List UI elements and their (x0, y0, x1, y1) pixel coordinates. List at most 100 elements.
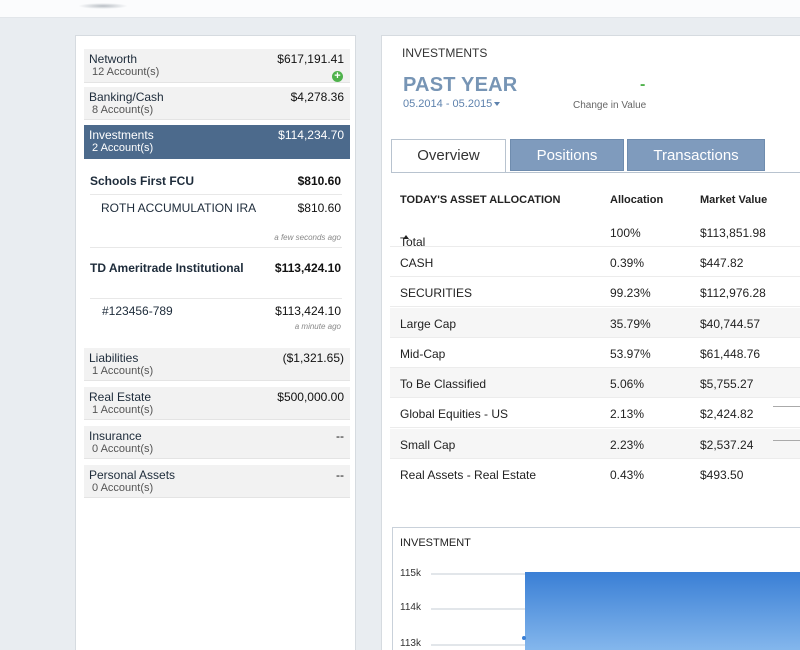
row-allocation: 100% (610, 226, 641, 240)
table-row[interactable]: To Be Classified 5.06% $5,755.27 (390, 368, 800, 398)
account-group-name: Banking/Cash (89, 90, 164, 104)
row-name: Mid-Cap (400, 347, 446, 361)
row-allocation: 35.79% (610, 317, 651, 331)
column-header-allocation: Allocation (610, 194, 664, 206)
account-group-count: 8 Account(s) (92, 104, 154, 116)
accounts-panel: Networth 12 Account(s) $617,191.41 + Ban… (75, 35, 356, 650)
account-group-investments[interactable]: Investments 2 Account(s) $114,234.70 (84, 125, 350, 159)
account-group-count: 0 Account(s) (92, 482, 154, 494)
row-allocation: 2.13% (610, 407, 645, 421)
row-value: $5,755.27 (700, 377, 754, 391)
row-name: SECURITIES (400, 286, 473, 300)
row-allocation: 0.39% (610, 256, 645, 270)
table-row[interactable]: Large Cap 35.79% $40,744.57 (390, 308, 800, 338)
chart-edge-tick (773, 406, 800, 407)
institution-amount: $810.60 (297, 174, 341, 188)
row-name: CASH (400, 256, 434, 270)
account-group-networth[interactable]: Networth 12 Account(s) $617,191.41 + (84, 49, 350, 83)
change-label: Change in Value (573, 100, 647, 111)
row-name: Large Cap (400, 317, 457, 331)
row-value: $447.82 (700, 256, 744, 270)
row-value: $2,424.82 (700, 407, 754, 421)
account-group-personal-assets[interactable]: Personal Assets 0 Account(s) -- (84, 465, 350, 498)
table-row[interactable]: Global Equities - US 2.13% $2,424.82 (390, 398, 800, 428)
y-tick-label: 113k (400, 638, 421, 649)
chart-title: INVESTMENT (400, 537, 471, 549)
table-row[interactable]: Real Assets - Real Estate 0.43% $493.50 (390, 459, 800, 489)
account-group-banking[interactable]: Banking/Cash 8 Account(s) $4,278.36 (84, 87, 350, 120)
table-row[interactable]: SECURITIES 99.23% $112,976.28 (390, 277, 800, 307)
sub-account-amount: $810.60 (297, 201, 341, 215)
chevron-down-icon (494, 102, 501, 107)
top-bar (0, 0, 800, 18)
row-allocation: 5.06% (610, 377, 645, 391)
y-tick-label: 114k (400, 602, 421, 613)
updated-timestamp: a minute ago (294, 322, 341, 331)
row-value: $112,976.28 (700, 286, 766, 300)
account-group-name: Networth (89, 52, 138, 66)
row-value: $493.50 (700, 468, 744, 482)
account-group-name: Investments (89, 128, 154, 142)
period-title: PAST YEAR (403, 74, 518, 96)
row-name: Global Equities - US (400, 407, 509, 421)
date-range-dropdown[interactable]: 05.2014 - 05.2015 (403, 98, 501, 110)
account-group-count: 1 Account(s) (92, 365, 154, 377)
sort-up-icon (403, 235, 409, 239)
institution-name[interactable]: TD Ameritrade Institutional (90, 261, 244, 275)
y-tick-label: 115k (400, 568, 421, 579)
table-row[interactable]: Total 100% $113,851.98 (390, 217, 800, 249)
account-group-count: 0 Account(s) (92, 443, 154, 455)
investment-chart: INVESTMENT 115k 114k 113k (392, 527, 800, 650)
account-group-amount: $114,234.70 (278, 128, 344, 142)
row-name: Small Cap (400, 438, 456, 452)
row-name: To Be Classified (400, 377, 487, 391)
chart-edge-tick (773, 440, 800, 441)
row-value: $113,851.98 (700, 226, 766, 240)
row-name: Real Assets - Real Estate (400, 468, 537, 482)
divider (90, 194, 342, 195)
row-allocation: 53.97% (610, 347, 651, 361)
data-point (522, 636, 526, 640)
institution-amount: $113,424.10 (274, 261, 341, 275)
divider (90, 247, 342, 248)
row-value: $61,448.76 (700, 347, 761, 361)
tab-underline (392, 172, 800, 173)
tab-transactions[interactable]: Transactions (627, 139, 765, 171)
change-value: - (640, 76, 646, 93)
table-row[interactable]: Small Cap 2.23% $2,537.24 (390, 429, 800, 459)
row-value: $40,744.57 (700, 317, 761, 331)
table-row[interactable]: Mid-Cap 53.97% $61,448.76 (390, 338, 800, 368)
account-group-amount: $4,278.36 (290, 90, 344, 104)
row-value: $2,537.24 (700, 438, 754, 452)
account-group-amount: -- (336, 468, 344, 482)
account-group-insurance[interactable]: Insurance 0 Account(s) -- (84, 426, 350, 459)
chart-plot (431, 572, 800, 650)
row-allocation: 99.23% (610, 286, 651, 300)
account-group-real-estate[interactable]: Real Estate 1 Account(s) $500,000.00 (84, 387, 350, 420)
account-group-amount: -- (336, 429, 344, 443)
account-group-count: 2 Account(s) (92, 142, 154, 154)
account-group-name: Liabilities (89, 351, 139, 365)
sub-account-name[interactable]: ROTH ACCUMULATION IRA (101, 201, 257, 215)
top-logo-shadow (78, 3, 128, 9)
account-group-name: Personal Assets (89, 468, 176, 482)
column-header-category: TODAY'S ASSET ALLOCATION (400, 194, 561, 206)
investment-area (525, 572, 800, 650)
divider (90, 298, 342, 299)
account-group-count: 1 Account(s) (92, 404, 154, 416)
tab-overview[interactable]: Overview (391, 139, 506, 173)
date-range-label: 05.2014 - 05.2015 (403, 98, 493, 110)
account-group-amount: $617,191.41 (277, 52, 344, 66)
account-group-name: Insurance (89, 429, 142, 443)
investments-panel: INVESTMENTS PAST YEAR 05.2014 - 05.2015 … (381, 35, 800, 650)
plus-circle-icon[interactable]: + (332, 71, 343, 82)
tab-positions[interactable]: Positions (510, 139, 624, 171)
account-group-name: Real Estate (89, 390, 152, 404)
row-allocation: 2.23% (610, 438, 645, 452)
account-group-amount: ($1,321.65) (282, 351, 344, 365)
account-group-liabilities[interactable]: Liabilities 1 Account(s) ($1,321.65) (84, 348, 350, 381)
sub-account-name[interactable]: #123456-789 (102, 304, 173, 318)
table-row[interactable]: CASH 0.39% $447.82 (390, 247, 800, 277)
institution-name[interactable]: Schools First FCU (90, 174, 195, 188)
column-header-market-value: Market Value (700, 194, 768, 206)
